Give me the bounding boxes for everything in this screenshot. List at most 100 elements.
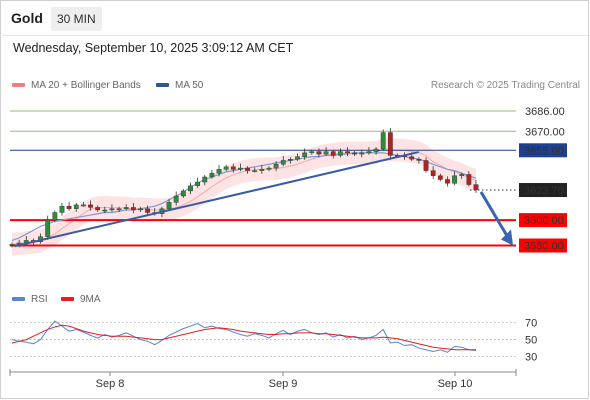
candle-body [380,132,386,150]
candle-body [109,208,115,211]
candle-body [80,204,86,207]
legend-label-ma50: MA 50 [175,80,204,91]
legend-swatch-9ma [61,297,74,302]
candle-body [216,169,222,174]
interval-selector[interactable]: 30 MIN [51,7,102,31]
projection-arrow-head [501,229,513,246]
candle-body [145,208,151,213]
level-badge-3 [519,183,567,198]
candle-body [288,158,293,161]
level-label-0: 3686.00 [525,106,565,118]
candle-body [430,170,436,176]
legend-swatch-rsi [12,297,25,302]
candle-body [138,208,143,211]
candle-body [9,244,15,246]
candle-body [423,160,429,171]
level-label-5: 3580.00 [524,241,564,253]
candle-body [245,167,250,171]
candle-body [180,190,186,197]
legend-item-rsi: RSI [12,294,48,305]
candle-body [345,151,350,154]
candle-body [73,204,79,209]
candle-body [295,156,300,160]
candle-body [252,170,258,173]
rsi-line [11,320,477,353]
candles-group [9,128,479,248]
projection-arrow-shaft [479,191,510,239]
legend-swatch-bollinger [12,83,25,88]
level-label-4: 3600.00 [524,215,564,227]
legend-label-9ma: 9MA [80,294,101,305]
candle-body [330,151,336,156]
candle-body [202,176,208,183]
legend-label-bollinger: MA 20 + Bollinger Bands [31,80,141,91]
candle-body [473,184,479,190]
candle-body [123,207,129,209]
x-tick-label-0: Sep 8 [96,378,125,390]
uptrend-line [14,151,419,248]
level-label-3: 3623.70 [524,185,564,197]
legend-swatch-ma50 [156,83,169,88]
legend-label-rsi: RSI [31,294,48,305]
candle-body [387,132,393,156]
candle-body [259,169,265,171]
candle-body [416,158,422,161]
candle-body [437,175,443,180]
candle-body [166,202,172,209]
candle-body [59,205,65,213]
rsi-tick-label-70: 70 [525,318,537,330]
chart-header: Gold 30 MIN [0,0,590,38]
candle-body [445,179,450,184]
level-label-1: 3670.00 [525,126,565,138]
candle-body [88,204,93,208]
level-badge-2 [519,143,567,158]
x-tick-label-1: Sep 9 [269,378,298,390]
candle-body [366,151,372,154]
candle-body [230,166,236,170]
candle-body [359,152,365,155]
candle-body [95,207,101,211]
header-divider [0,35,590,36]
candle-body [352,152,358,155]
candle-body [280,160,286,165]
candle-body [409,156,415,160]
candle-body [66,205,72,209]
rsi-tick-label-50: 50 [525,335,537,347]
candle-body [466,174,472,185]
candle-body [302,152,308,157]
instrument-title: Gold [11,10,43,26]
legend-item-ma50: MA 50 [156,80,203,91]
candle-body [130,207,136,211]
bollinger-band-area [12,137,476,256]
rsi-tick-label-30: 30 [525,352,537,364]
candle-body [223,166,229,170]
candle-body [323,151,329,155]
timestamp: Wednesday, September 10, 2025 3:09:12 AM… [13,41,294,55]
candle-body [316,151,322,155]
level-badge-4 [519,213,567,228]
candle-body [173,195,179,203]
level-badge-5 [519,238,567,253]
level-label-2: 3655.00 [524,145,564,157]
x-tick-label-2: Sep 10 [438,378,473,390]
candle-body [45,219,51,237]
copyright-notice: Research © 2025 Trading Central [430,80,580,91]
candle-body [52,212,58,221]
candle-body [373,148,379,152]
candle-body [266,167,272,170]
candle-body [188,185,193,192]
candle-body [195,181,200,187]
legend-item-9ma: 9MA [61,294,101,305]
legend-item-bollinger: MA 20 + Bollinger Bands [12,80,141,91]
candle-body [452,175,457,184]
candle-body [273,164,279,169]
candle-body [238,167,243,170]
candle-body [116,208,122,211]
candle-body [209,172,215,178]
rsi-ma9-line [11,324,476,351]
candle-body [102,209,108,212]
candle-body [337,151,343,156]
candle-body [459,174,465,176]
